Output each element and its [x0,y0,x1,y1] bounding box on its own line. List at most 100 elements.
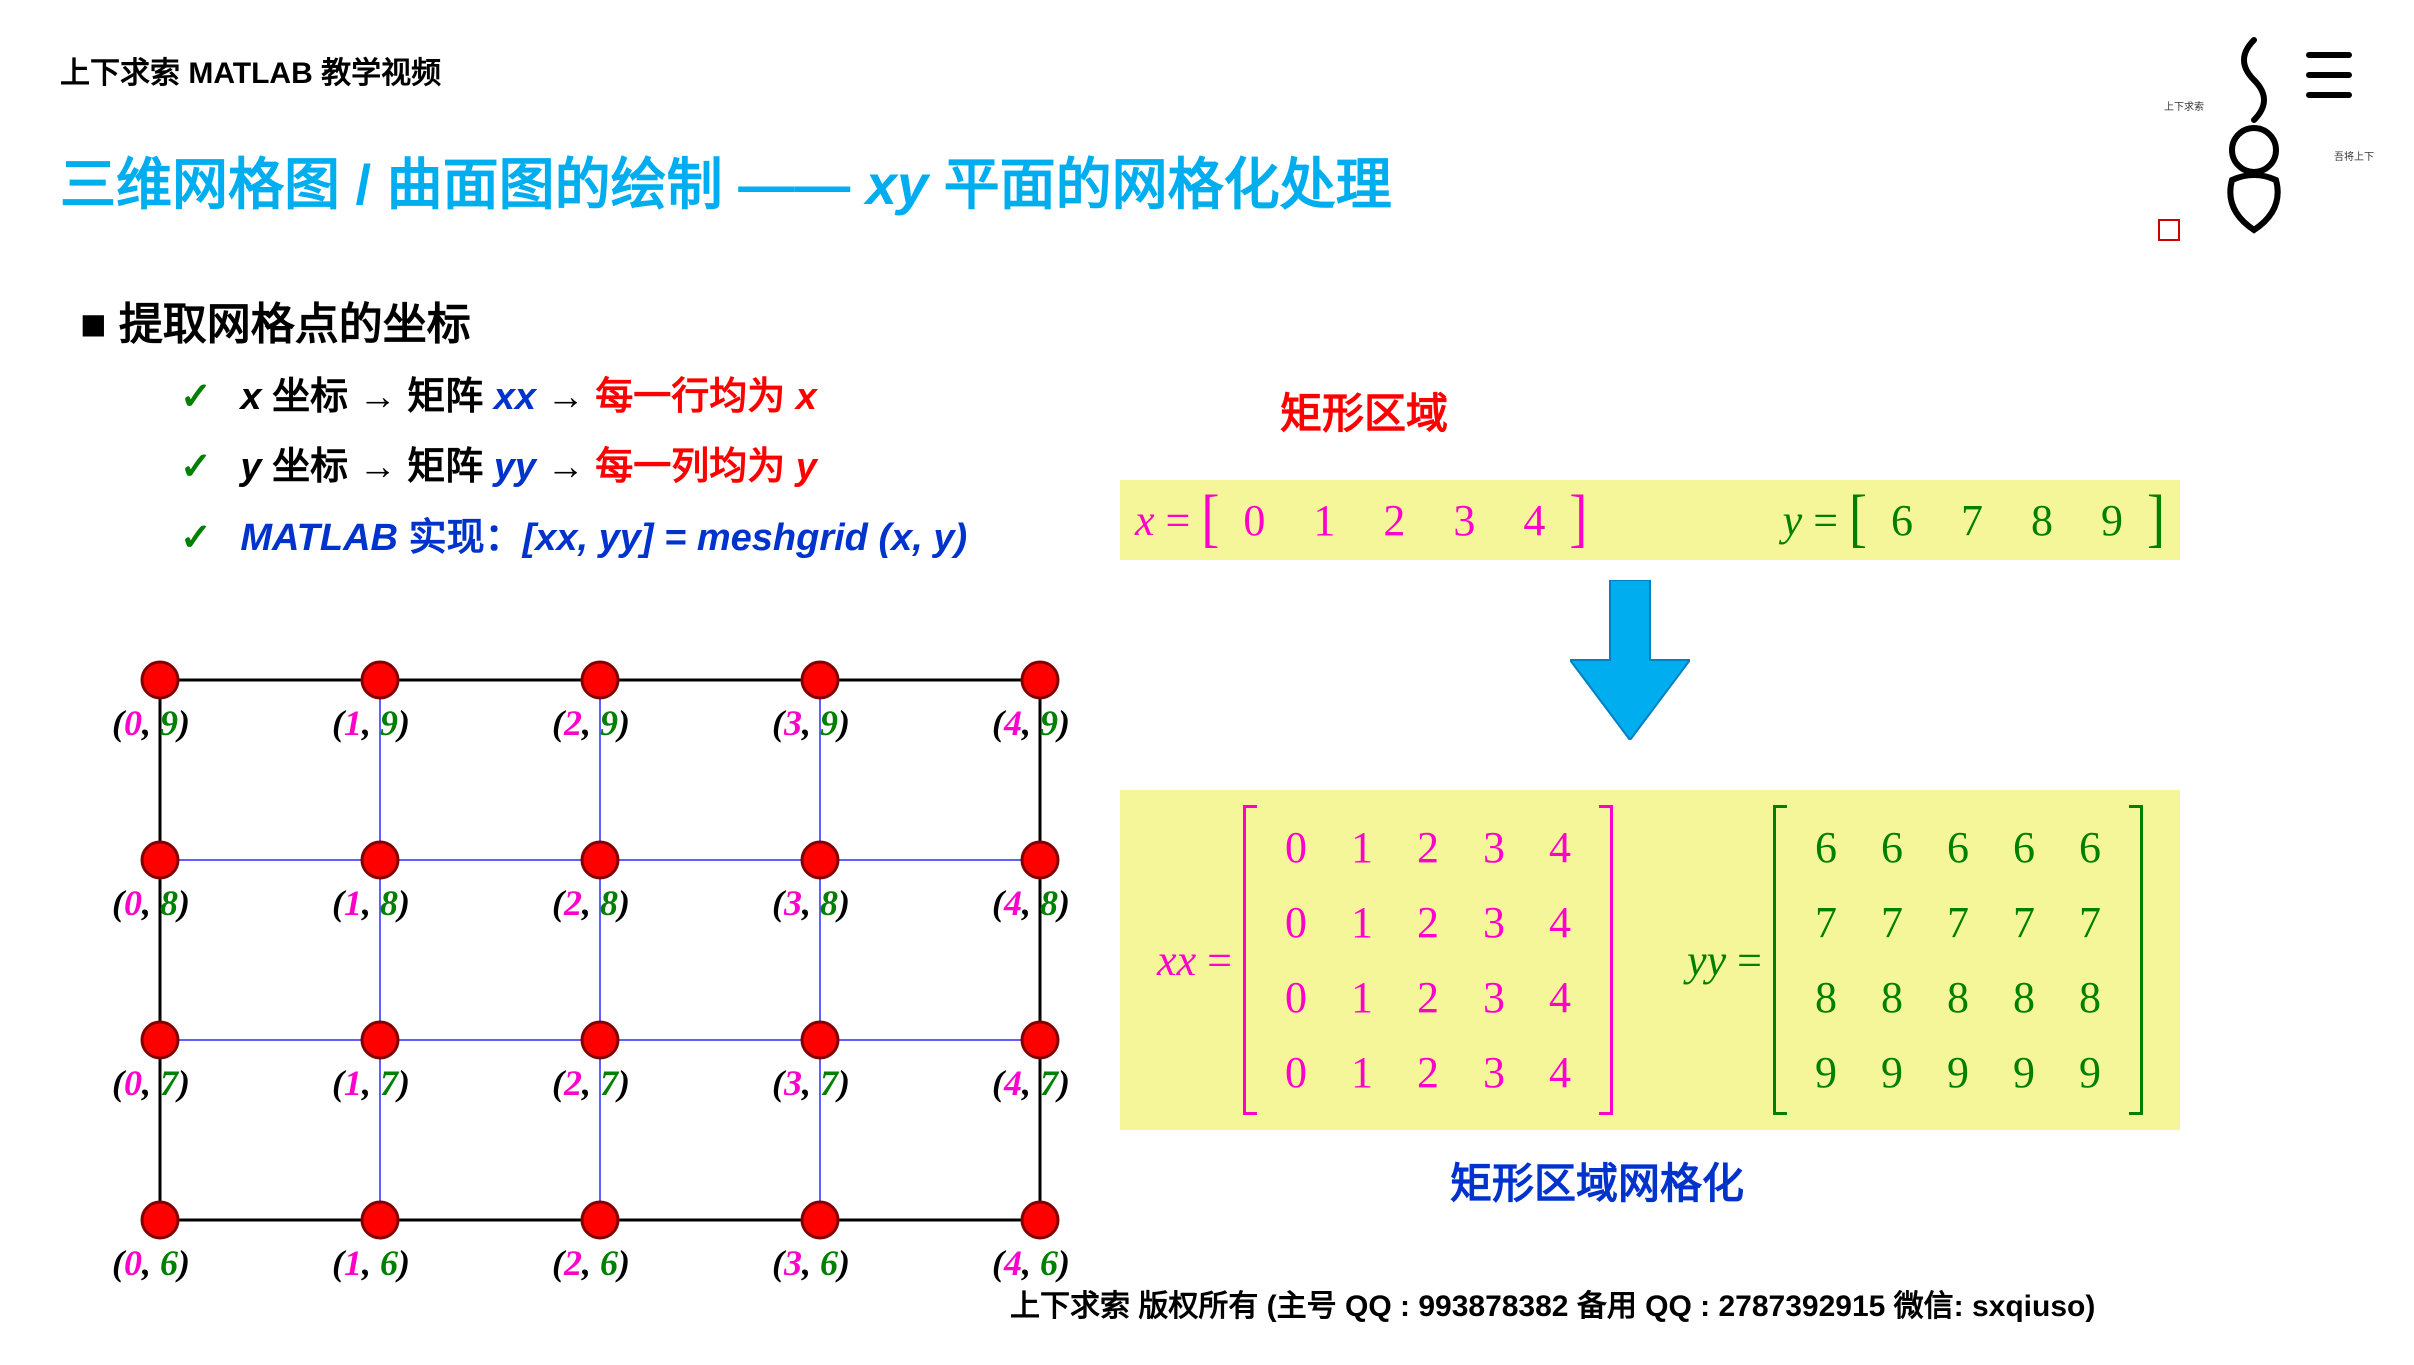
b2-mid1: 坐标 [262,446,359,488]
matrix-cell: 2 [1395,960,1461,1035]
right-bracket-icon: ] [2147,481,2165,555]
grid-coord-label: (4, 6) [992,1242,1070,1284]
matrix-cell: 6 [1925,810,1991,885]
title-part-a: 三维网格图 / 曲面图的绘制 —— [60,153,866,216]
matrix-cell: 0 [1263,885,1329,960]
matrix-cell: 6 [1991,810,2057,885]
matrix-cell: 3 [1461,960,1527,1035]
grid-caption: 矩形区域网格化 [1450,1150,1744,1211]
matrix-cell: 2 [1395,885,1461,960]
page-title: 三维网格图 / 曲面图的绘制 —— xy 平面的网格化处理 [60,140,1392,221]
matrix-cell: 1 [1329,885,1395,960]
b2-mid2: 矩阵 [397,446,494,488]
grid-coord-label: (2, 9) [552,702,630,744]
grid-coord-label: (2, 7) [552,1062,630,1104]
grid-coord-label: (0, 9) [112,702,190,744]
grid-coord-label: (4, 9) [992,702,1070,744]
grid-coord-label: (0, 8) [112,882,190,924]
grid-coord-label: (2, 6) [552,1242,630,1284]
matrix-cell: 0 [1263,1035,1329,1110]
bullet-2: ✓ y 坐标 → 矩阵 yy → 每一列均为 y [180,432,967,502]
matrix-cell: 2 [1395,1035,1461,1110]
grid-coord-label: (4, 8) [992,882,1070,924]
x-vector-values: 01234 [1219,495,1569,546]
matrix-cell: 4 [1527,1035,1593,1110]
b1-mid1: 坐标 [262,376,359,418]
header-small-text: 上下求索 MATLAB 教学视频 [60,48,441,92]
bullet-square-icon: ■ [80,300,119,349]
grid-coord-label: (3, 7) [772,1062,850,1104]
matrix-cell: 3 [1461,885,1527,960]
matrix-cell: 7 [1991,885,2057,960]
b1-pre: x [240,376,261,418]
matrix-cell: 4 [1527,885,1593,960]
matrix-cell: 7 [2057,885,2123,960]
y-vector-values: 6789 [1867,495,2147,546]
matrix-cell: 1 [1329,810,1395,885]
b2-pre: y [240,446,261,488]
vector-definition-box: x = [ 01234 ] y = [ 6789 ] [1120,480,2180,560]
b2-var: yy [494,446,536,488]
matrix-cell: 7 [1793,885,1859,960]
matrix-cell: 1 [1329,960,1395,1035]
matrix-cell: 7 [1925,885,1991,960]
matrix-cell: 3 [1461,1035,1527,1110]
matrix-cell: 9 [1859,1035,1925,1110]
rect-region-title: 矩形区域 [1280,380,1448,441]
matrix-cell: 7 [1859,885,1925,960]
matrix-cell: 9 [1793,1035,1859,1110]
matrix-cell: 0 [1263,960,1329,1035]
grid-coord-label: (1, 6) [332,1242,410,1284]
matrix-cell: 2 [1395,810,1461,885]
b1-mid2: 矩阵 [397,376,494,418]
xx-matrix-group: xx = 01234012340123401234 [1157,810,1613,1110]
right-bracket-icon: ] [1569,481,1587,555]
matrix-cell: 8 [1925,960,1991,1035]
title-xy: xy [866,153,928,216]
xx-matrix: 01234012340123401234 [1243,810,1613,1110]
matrix-cell: 1 [1329,1035,1395,1110]
arrow-right-icon: → [547,446,585,488]
matrix-cell: 9 [2057,1035,2123,1110]
left-bracket-icon: [ [1849,481,1867,555]
b2-post-var: y [796,446,817,488]
grid-coord-label: (4, 7) [992,1062,1070,1104]
check-icon: ✓ [180,376,212,418]
bullet-3: ✓ MATLAB 实现：[xx, yy] = meshgrid (x, y) [180,503,967,573]
check-icon: ✓ [180,517,212,559]
matrix-output-box: xx = 01234012340123401234 yy = 666667777… [1120,790,2180,1130]
matrix-cell: 4 [1527,810,1593,885]
grid-coord-label: (3, 9) [772,702,850,744]
section-heading: ■ 提取网格点的坐标 [80,288,471,352]
grid-coord-label: (0, 6) [112,1242,190,1284]
logo-seal: 上下求索 吾将上下 [2134,20,2374,260]
matrix-cell: 6 [2057,810,2123,885]
b2-post: 每一列均为 [585,446,796,488]
matrix-cell: 8 [1793,960,1859,1035]
yy-label: yy [1687,935,1726,986]
b1-post: 每一行均为 [585,376,796,418]
grid-coord-label: (1, 7) [332,1062,410,1104]
grid-coord-label: (3, 8) [772,882,850,924]
svg-text:上下求索: 上下求索 [2164,100,2204,113]
check-icon: ✓ [180,446,212,488]
mesh-grid-diagram: (0, 9)(1, 9)(2, 9)(3, 9)(4, 9)(0, 8)(1, … [120,660,1040,1280]
grid-coord-label: (2, 8) [552,882,630,924]
matrix-cell: 6 [1793,810,1859,885]
matrix-cell: 8 [1991,960,2057,1035]
b3-text: 实现： [409,517,523,559]
matrix-cell: 8 [1859,960,1925,1035]
b1-post-var: x [796,376,817,418]
section-heading-text: 提取网格点的坐标 [119,300,471,349]
x-var: x [1135,495,1155,546]
arrow-right-icon: → [547,376,585,418]
bullet-list: ✓ x 坐标 → 矩阵 xx → 每一行均为 x ✓ y 坐标 → 矩阵 yy … [180,362,967,573]
bullet-1: ✓ x 坐标 → 矩阵 xx → 每一行均为 x [180,362,967,432]
matrix-cell: 3 [1461,810,1527,885]
matrix-cell: 8 [2057,960,2123,1035]
matrix-cell: 9 [1925,1035,1991,1110]
y-var: y [1783,495,1803,546]
yy-matrix-group: yy = 66666777778888899999 [1687,810,2143,1110]
grid-coord-label: (1, 9) [332,702,410,744]
grid-svg [120,660,1120,1340]
